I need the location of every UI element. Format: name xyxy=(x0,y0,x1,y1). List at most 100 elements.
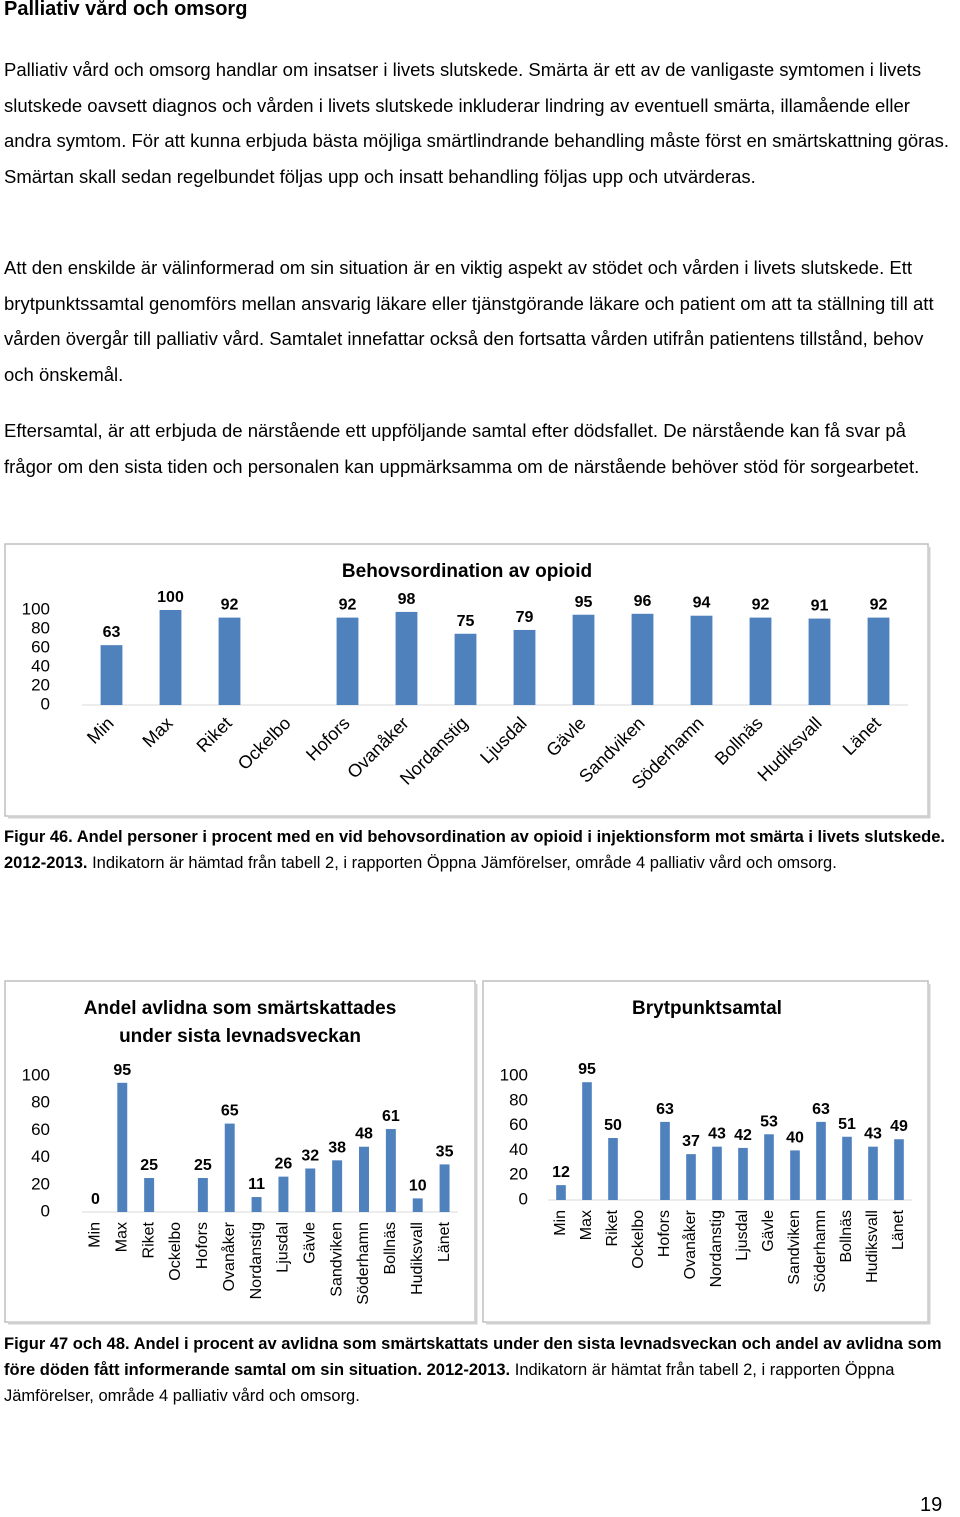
value-label: 0 xyxy=(91,1191,100,1208)
value-label: 51 xyxy=(838,1116,856,1133)
value-label: 63 xyxy=(656,1101,674,1118)
x-tick-label: Gävle xyxy=(302,1222,319,1264)
x-tick-label: Ockelbo xyxy=(167,1222,184,1281)
x-tick-label: Hofors xyxy=(656,1210,673,1257)
value-label: 92 xyxy=(339,597,357,614)
x-tick-label: Max xyxy=(114,1222,131,1252)
y-tick-label: 60 xyxy=(31,1120,50,1139)
x-tick-label: Min xyxy=(552,1210,569,1236)
value-label: 43 xyxy=(708,1126,726,1143)
bar xyxy=(764,1134,774,1200)
y-tick-label: 60 xyxy=(509,1115,528,1134)
caption: Figur 46. Andel personer i procent med e… xyxy=(4,824,954,876)
bar xyxy=(582,1082,592,1200)
x-tick-label: Ljusdal xyxy=(275,1222,292,1273)
value-label: 91 xyxy=(811,598,829,615)
value-label: 63 xyxy=(812,1101,830,1118)
value-label: 100 xyxy=(157,589,184,606)
bar xyxy=(218,617,241,705)
x-tick-label: Nordanstig xyxy=(708,1210,725,1287)
value-label: 40 xyxy=(786,1129,804,1146)
x-tick-label: Ovanåker xyxy=(681,1209,699,1279)
y-tick-label: 40 xyxy=(509,1140,528,1159)
bar xyxy=(439,1164,450,1212)
value-label: 38 xyxy=(328,1139,346,1156)
value-label: 11 xyxy=(248,1176,265,1193)
chart: 0 20 40 60 80 100 Min 12 Max 95 Riket 50 Ockelbo Hofo… xyxy=(482,980,932,1326)
x-tick-label: Hudiksvall xyxy=(864,1210,881,1283)
bar xyxy=(556,1185,566,1200)
chart-title: Andel avlidna som smärtskattades under s… xyxy=(83,998,397,1047)
bar xyxy=(868,1146,878,1200)
y-tick-label: 20 xyxy=(31,1174,50,1193)
y-tick-label: 40 xyxy=(31,1147,50,1166)
y-tick-label: 100 xyxy=(500,1065,528,1084)
x-tick-label: Länet xyxy=(890,1209,907,1250)
value-label: 10 xyxy=(409,1177,427,1194)
x-tick-label: Riket xyxy=(140,1221,157,1258)
caption-label: Figur 47 och 48. xyxy=(4,1335,130,1353)
bar xyxy=(332,1160,343,1212)
bar xyxy=(278,1176,289,1212)
value-label: 50 xyxy=(604,1117,622,1134)
y-tick-label: 100 xyxy=(22,599,50,618)
paragraph: Eftersamtal, är att erbjuda de närståend… xyxy=(4,420,920,477)
y-tick-label: 0 xyxy=(41,694,50,713)
chart-title: Brytpunktsamtal xyxy=(632,998,782,1019)
value-label: 94 xyxy=(693,595,711,612)
value-label: 63 xyxy=(103,624,121,641)
value-label: 43 xyxy=(864,1126,882,1143)
caption-text: Indikatorn är hämtat från tabell 2, i ra… xyxy=(4,1361,895,1405)
x-tick-label: Sandviken xyxy=(786,1210,803,1285)
bar xyxy=(454,633,477,705)
bar xyxy=(712,1146,722,1200)
y-tick-label: 20 xyxy=(31,675,50,694)
bar xyxy=(808,618,831,705)
x-tick-label: Hofors xyxy=(194,1222,211,1269)
bar xyxy=(608,1138,618,1200)
value-label: 26 xyxy=(275,1156,293,1173)
caption: Figur 47 och 48. Andel i procent av avli… xyxy=(4,1331,954,1409)
bar xyxy=(816,1121,826,1200)
bar xyxy=(686,1154,696,1200)
bar xyxy=(660,1121,670,1200)
x-tick-label: Min xyxy=(87,1222,104,1248)
y-tick-label: 80 xyxy=(31,1093,50,1112)
chart-svg: 0 20 40 60 80 100 Min 0 Max 95 Riket 25 Ockelbo Hofor… xyxy=(4,980,478,1325)
bar xyxy=(251,1197,262,1212)
value-label: 95 xyxy=(113,1062,131,1079)
bar xyxy=(867,617,890,705)
y-tick-label: 0 xyxy=(41,1201,50,1220)
y-tick-label: 80 xyxy=(31,618,50,637)
x-tick-label: Länet xyxy=(436,1221,453,1262)
x-tick-label: Gävle xyxy=(760,1210,777,1252)
y-tick-label: 80 xyxy=(509,1090,528,1109)
bar xyxy=(359,1146,369,1212)
chart-svg: 0 20 40 60 80 100 Min 12 Max 95 Riket 50 Ockelbo Hofo… xyxy=(482,980,931,1325)
value-label: 98 xyxy=(398,591,416,608)
value-label: 37 xyxy=(682,1133,700,1150)
bar xyxy=(224,1123,235,1212)
bar xyxy=(336,617,359,705)
bar xyxy=(412,1198,423,1212)
x-tick-label: Söderhamn xyxy=(812,1210,829,1293)
bar xyxy=(749,617,772,705)
chart-shadow xyxy=(8,984,478,1325)
value-label: 48 xyxy=(355,1126,373,1143)
y-tick-label: 40 xyxy=(31,656,50,675)
x-tick-label: Max xyxy=(578,1210,595,1240)
x-tick-label: Riket xyxy=(604,1209,621,1246)
x-tick-label: Söderhamn xyxy=(355,1222,372,1305)
page-number: 19 xyxy=(920,1494,943,1516)
chart: 0 20 40 60 80 100 Min 0 Max 95 Riket 25 Ockelbo Hofor… xyxy=(4,980,479,1326)
bar xyxy=(385,1129,396,1212)
value-label: 32 xyxy=(301,1147,319,1164)
caption-text: Indikatorn är hämtad från tabell 2, i ra… xyxy=(92,854,837,872)
value-label: 92 xyxy=(221,597,239,614)
bar xyxy=(513,629,536,705)
bar xyxy=(572,614,595,705)
paragraph: Att den enskilde är välinformerad om sin… xyxy=(4,257,934,385)
y-tick-label: 20 xyxy=(509,1165,528,1184)
